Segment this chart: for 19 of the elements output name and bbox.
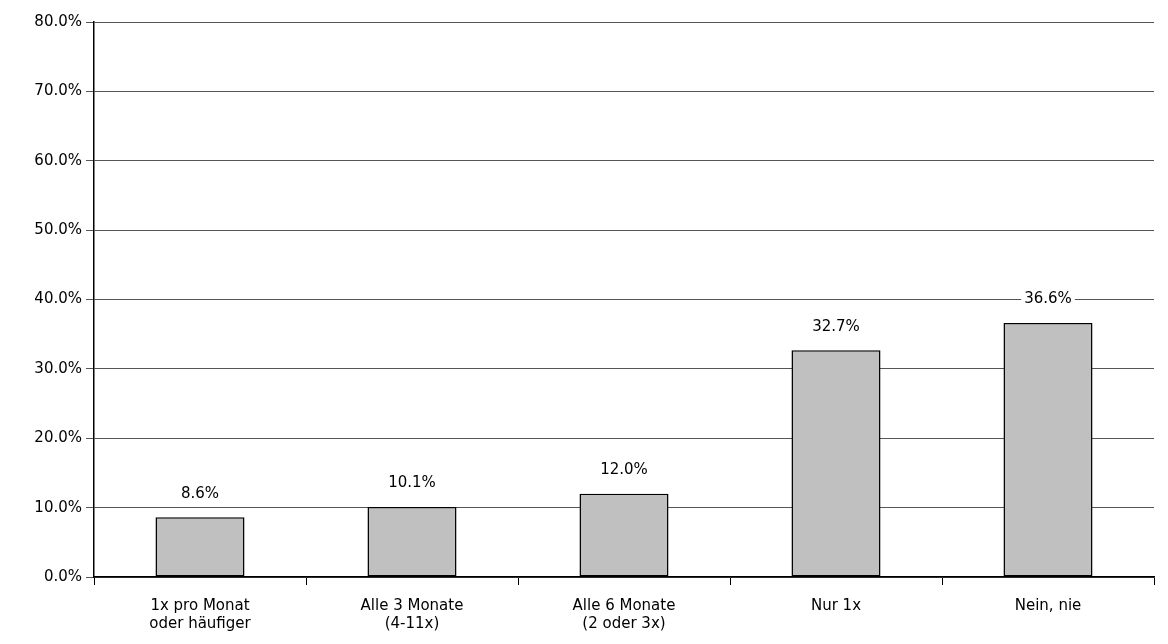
y-tick-label: 30.0% bbox=[34, 358, 82, 377]
y-tick-label: 50.0% bbox=[34, 220, 82, 239]
data-label: 36.6% bbox=[1024, 289, 1072, 308]
y-tick-label: 10.0% bbox=[34, 497, 82, 516]
y-tick-label: 20.0% bbox=[34, 428, 82, 447]
data-label: 32.7% bbox=[812, 316, 860, 335]
y-tick-label: 0.0% bbox=[43, 566, 82, 585]
x-tick-label: Alle 6 Monate (2 oder 3x) bbox=[572, 595, 676, 632]
data-label: 12.0% bbox=[600, 460, 648, 479]
data-label: 8.6% bbox=[180, 483, 220, 502]
x-tick-label: Nur 1x bbox=[810, 595, 862, 614]
y-tick-label: 60.0% bbox=[34, 150, 82, 169]
y-tick-label: 80.0% bbox=[34, 11, 82, 30]
data-label: 10.1% bbox=[388, 473, 436, 492]
y-tick-label: 70.0% bbox=[34, 81, 82, 100]
x-tick-label: Nein, nie bbox=[1014, 595, 1082, 614]
y-tick-label: 40.0% bbox=[34, 289, 82, 308]
x-tick-label: 1x pro Monat oder häufiger bbox=[149, 595, 252, 632]
x-tick-label: Alle 3 Monate (4-11x) bbox=[360, 595, 464, 632]
